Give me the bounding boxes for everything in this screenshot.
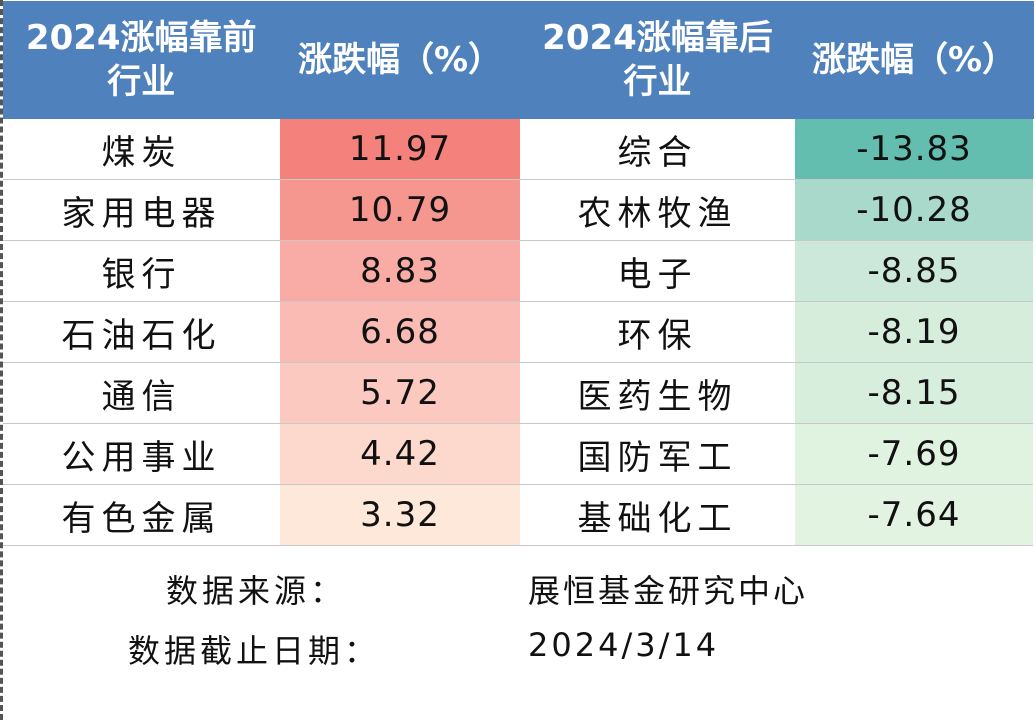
- bottom-industry-cell: 环保: [520, 301, 795, 363]
- top-industry-cell: 公用事业: [3, 423, 280, 485]
- top-change-cell: 3.32: [280, 484, 520, 546]
- top-change-cell: 5.72: [280, 362, 520, 424]
- top-industry-cell: 有色金属: [3, 484, 280, 546]
- source-value: 展恒基金研究中心: [528, 572, 809, 610]
- date-value: 2024/3/14: [528, 626, 720, 664]
- date-label: 数据截止日期：: [128, 632, 381, 670]
- top-industry-cell: 石油石化: [3, 301, 280, 363]
- top-industry-cell: 家用电器: [3, 179, 280, 241]
- bottom-industry-cell: 国防军工: [520, 423, 795, 485]
- footer-notes: 数据来源： 展恒基金研究中心 数据截止日期： 2024/3/14: [0, 548, 1036, 720]
- top-change-cell: 11.97: [280, 119, 520, 180]
- bottom-change-cell: -10.28: [795, 179, 1033, 241]
- table-body: 煤炭 11.97 综合 -13.83 家用电器 10.79 农林牧渔 -10.28 银行 8.83…: [3, 119, 1033, 546]
- table-row: 通信 5.72 医药生物 -8.15: [3, 362, 1033, 424]
- top-change-cell: 6.68: [280, 301, 520, 363]
- top-industry-cell: 煤炭: [3, 119, 280, 180]
- table-row: 公用事业 4.42 国防军工 -7.69: [3, 423, 1033, 485]
- top-change-cell: 10.79: [280, 179, 520, 241]
- source-label: 数据来源：: [166, 572, 347, 610]
- header-top-industry: 2024涨幅靠前行业: [3, 1, 281, 119]
- bottom-change-cell: -8.85: [795, 240, 1033, 302]
- bottom-industry-cell: 医药生物: [520, 362, 795, 424]
- table-row: 家用电器 10.79 农林牧渔 -10.28: [3, 179, 1033, 241]
- header-row: 2024涨幅靠前行业 涨跌幅（%） 2024涨幅靠后行业 涨跌幅（%）: [3, 1, 1034, 119]
- bottom-change-cell: -7.69: [795, 423, 1033, 485]
- table-row: 石油石化 6.68 环保 -8.19: [3, 301, 1033, 363]
- top-change-cell: 4.42: [280, 423, 520, 485]
- bottom-industry-cell: 农林牧渔: [520, 179, 795, 241]
- bottom-industry-cell: 综合: [520, 119, 795, 180]
- industry-ranking-table: 2024涨幅靠前行业 涨跌幅（%） 2024涨幅靠后行业 涨跌幅（%） 煤炭 11…: [3, 1, 1034, 546]
- bottom-industry-cell: 电子: [520, 240, 795, 302]
- top-change-cell: 8.83: [280, 240, 520, 302]
- bottom-change-cell: -8.19: [795, 301, 1033, 363]
- table-row: 有色金属 3.32 基础化工 -7.64: [3, 484, 1033, 546]
- top-industry-cell: 通信: [3, 362, 280, 424]
- bottom-change-cell: -7.64: [795, 484, 1033, 546]
- left-dashed-border: [0, 0, 3, 720]
- bottom-industry-cell: 基础化工: [520, 484, 795, 546]
- header-bottom-change: 涨跌幅（%）: [795, 1, 1034, 119]
- header-top-change: 涨跌幅（%）: [280, 1, 521, 119]
- bottom-change-cell: -13.83: [795, 119, 1033, 180]
- table-row: 银行 8.83 电子 -8.85: [3, 240, 1033, 302]
- bottom-change-cell: -8.15: [795, 362, 1033, 424]
- header-bottom-industry: 2024涨幅靠后行业: [520, 1, 796, 119]
- table-row: 煤炭 11.97 综合 -13.83: [3, 119, 1033, 180]
- top-industry-cell: 银行: [3, 240, 280, 302]
